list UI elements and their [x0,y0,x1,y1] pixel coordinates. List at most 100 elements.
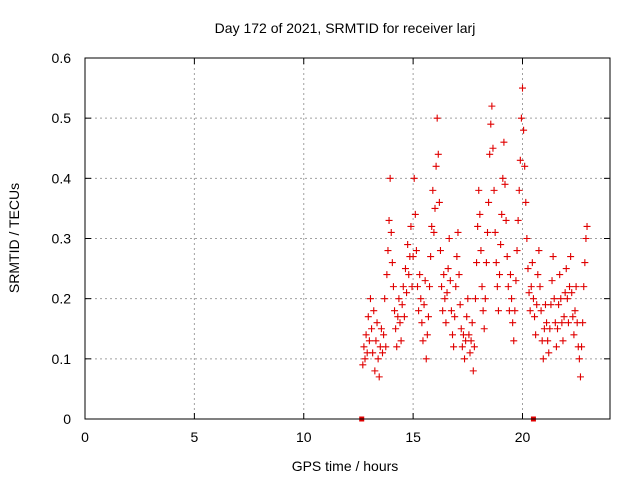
data-point [557,295,565,303]
data-point [520,126,528,134]
y-tick-label: 0.2 [52,291,72,307]
data-point [463,313,471,321]
data-point [561,289,569,297]
data-point [471,295,479,303]
data-point [396,319,404,327]
data-point [481,295,489,303]
data-point [399,283,407,291]
data-point [401,265,409,273]
data-point [504,283,512,291]
data-point [465,331,473,339]
data-point [498,210,506,218]
data-point [502,216,510,224]
data-point [429,186,437,194]
data-point [441,295,449,303]
data-point [419,337,427,345]
data-point [473,259,481,267]
data-point [528,259,536,267]
data-point [552,343,560,351]
data-point [549,253,557,261]
data-point [362,331,370,339]
data-point [526,307,534,315]
data-point [361,355,369,363]
data-point [534,271,542,279]
data-point [454,228,462,236]
data-point [359,361,367,369]
plot-frame [84,57,611,420]
data-point [527,283,535,291]
data-point [412,247,420,255]
data-point [434,150,442,158]
data-point [487,120,495,128]
data-point [546,325,554,333]
data-point [571,307,579,315]
data-point [440,271,448,279]
data-point [583,222,591,230]
data-point [485,198,493,206]
data-point [424,313,432,321]
data-point [458,343,466,351]
data-point [391,307,399,315]
data-point [499,174,507,182]
data-point [383,271,391,279]
data-point [545,349,553,357]
data-point [536,283,544,291]
data-point [478,283,486,291]
data-point [428,222,436,230]
data-point [456,301,464,309]
data-point [379,349,386,357]
data-point [417,295,425,303]
data-point [512,277,520,285]
data-point [384,247,392,255]
data-point [562,265,570,273]
data-point [559,337,567,345]
y-tick-label: 0.6 [52,50,72,66]
tick-labels: 0 0.1 0.2 0.3 0.4 0.5 0.6 0 5 10 15 20 [52,50,531,445]
data-point [365,337,373,345]
x-tick-label: 5 [190,429,198,445]
data-point [509,319,517,327]
data-point [506,271,514,279]
data-point [488,102,496,110]
data-point [578,343,586,351]
data-point [392,325,400,333]
data-point [580,283,588,291]
data-point [503,253,511,261]
data-point [371,367,379,375]
data-point [532,331,540,339]
data-point [480,325,488,333]
data-point [381,295,389,303]
data-point [387,228,395,236]
data-point [535,247,543,255]
x-tick-label: 15 [405,429,421,445]
data-point [427,253,435,261]
data-point [407,222,415,230]
y-tick-label: 0.3 [52,231,72,247]
data-point [477,247,485,255]
data-point [516,156,524,164]
x-tick-label: 0 [81,429,89,445]
data-point [468,319,476,327]
data-point [415,307,423,315]
data-point [489,144,497,152]
data-point [515,186,523,194]
data-point [464,295,472,303]
data-point [486,150,494,158]
data-point [525,289,533,297]
data-point [426,283,434,291]
data-point [474,222,482,230]
data-point [470,343,478,351]
data-point [398,301,406,309]
data-point [490,186,498,194]
data-point [496,271,504,279]
y-tick-label: 0 [63,411,71,427]
data-point [563,295,571,303]
data-point [452,283,460,291]
data-point [366,295,374,303]
data-point [492,259,500,267]
data-point [576,373,584,381]
data-point [364,313,372,321]
data-point [467,337,475,345]
y-tick-label: 0.4 [52,170,72,186]
